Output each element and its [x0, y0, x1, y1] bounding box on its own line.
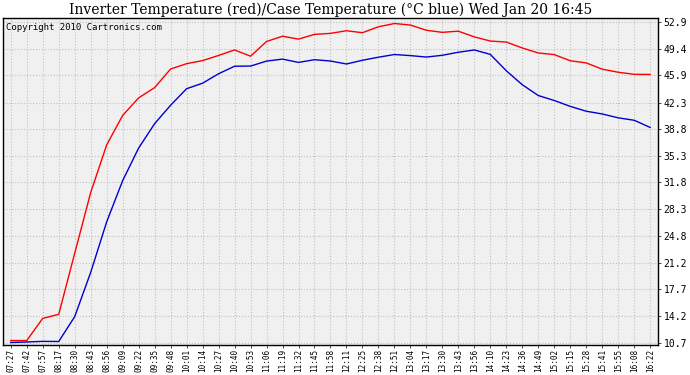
Text: Copyright 2010 Cartronics.com: Copyright 2010 Cartronics.com: [6, 23, 162, 32]
Title: Inverter Temperature (red)/Case Temperature (°C blue) Wed Jan 20 16:45: Inverter Temperature (red)/Case Temperat…: [69, 3, 592, 17]
